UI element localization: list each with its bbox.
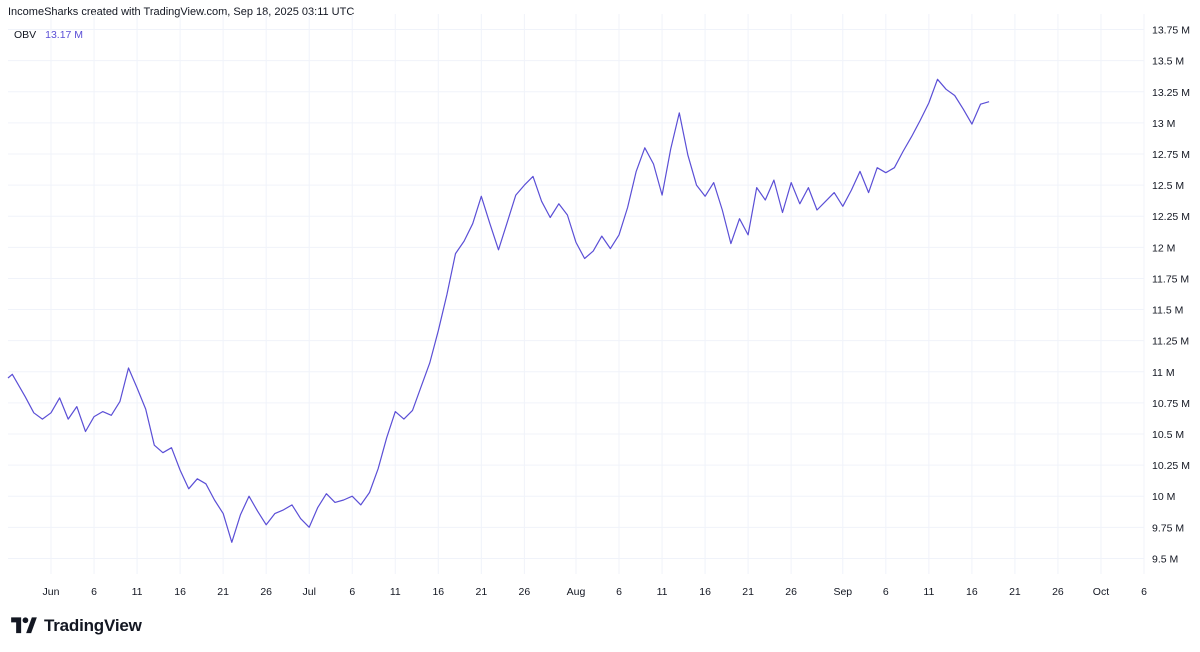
indicator-legend: OBV 13.17 M	[14, 29, 83, 41]
x-tick-label: 16	[699, 586, 711, 598]
y-tick-label: 10.25 M	[1152, 460, 1190, 472]
x-tick-label: 6	[616, 586, 622, 598]
y-tick-label: 9.75 M	[1152, 522, 1184, 534]
x-tick-label: 21	[1009, 586, 1021, 598]
chart-caption: IncomeSharks created with TradingView.co…	[8, 6, 355, 18]
y-tick-label: 12.5 M	[1152, 180, 1184, 192]
x-tick-label: 6	[1141, 586, 1147, 598]
y-tick-label: 10 M	[1152, 491, 1175, 503]
x-tick-label: 21	[475, 586, 487, 598]
x-tick-label: 26	[519, 586, 531, 598]
tradingview-brand[interactable]: TradingView	[10, 616, 142, 636]
x-tick-label: Aug	[567, 586, 586, 598]
y-tick-label: 11.75 M	[1152, 273, 1189, 285]
x-tick-label: Sep	[833, 586, 852, 598]
y-tick-label: 11 M	[1152, 367, 1175, 379]
indicator-value: 13.17 M	[45, 29, 84, 41]
x-tick-label: Oct	[1093, 586, 1109, 598]
y-tick-label: 13 M	[1152, 118, 1175, 130]
x-tick-label: 6	[349, 586, 355, 598]
x-tick-label: Jun	[43, 586, 60, 598]
x-tick-label: 16	[174, 586, 186, 598]
indicator-name: OBV	[14, 29, 37, 41]
grid-lines	[8, 14, 1145, 574]
x-tick-label: 11	[390, 586, 401, 598]
x-tick-label: 21	[742, 586, 754, 598]
tradingview-logo-icon	[11, 617, 37, 634]
x-tick-label: 26	[785, 586, 797, 598]
x-tick-label: 11	[132, 586, 143, 598]
series-layer	[7, 78, 990, 543]
y-tick-label: 10.75 M	[1152, 398, 1190, 410]
x-tick-label: 21	[217, 586, 229, 598]
x-tick-label: 6	[91, 586, 97, 598]
y-tick-label: 13.75 M	[1152, 25, 1190, 37]
x-tick-label: 11	[923, 586, 934, 598]
brand-name: TradingView	[44, 616, 142, 635]
x-tick-label: 16	[432, 586, 444, 598]
y-tick-label: 12 M	[1152, 242, 1175, 254]
time-axis[interactable]: Jun 6 11 16 21 26 Jul 6 11 16 21 26 Aug 6 11 16 21 26 Sep 6…	[43, 586, 1148, 598]
y-tick-label: 10.5 M	[1152, 429, 1184, 441]
x-tick-label: 26	[260, 586, 272, 598]
y-tick-label: 11.5 M	[1152, 305, 1183, 317]
y-tick-label: 11.25 M	[1152, 336, 1189, 348]
price-axis[interactable]: 9.5 M 9.75 M 10 M 10.25 M 10.5 M 10.75 M 11 M 1…	[1152, 25, 1190, 566]
x-tick-label: 11	[657, 586, 668, 598]
y-tick-label: 12.25 M	[1152, 211, 1190, 223]
obv-series-line[interactable]	[7, 78, 990, 543]
x-tick-label: 16	[966, 586, 978, 598]
y-tick-label: 9.5 M	[1152, 553, 1178, 565]
x-tick-label: 26	[1052, 586, 1064, 598]
y-tick-label: 12.75 M	[1152, 149, 1190, 161]
y-tick-label: 13.5 M	[1152, 56, 1184, 68]
y-tick-label: 13.25 M	[1152, 87, 1190, 99]
x-tick-label: Jul	[302, 586, 315, 598]
x-tick-label: 6	[883, 586, 889, 598]
